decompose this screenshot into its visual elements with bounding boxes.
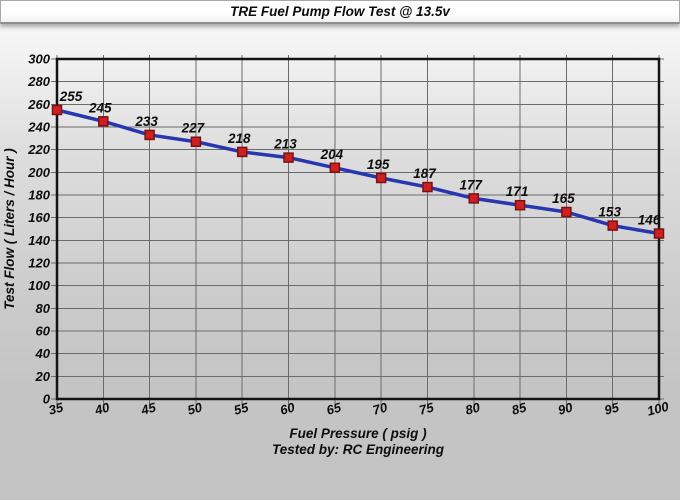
y-tick-label: 80: [36, 301, 51, 316]
y-tick-label: 300: [28, 52, 50, 67]
y-tick-label: 140: [28, 233, 50, 248]
data-point-label: 165: [552, 191, 575, 206]
data-point-label: 218: [227, 131, 251, 146]
data-point-label: 177: [460, 177, 484, 192]
footer-caption: Tested by: RC Engineering: [272, 442, 445, 457]
data-point: [422, 181, 433, 193]
data-point: [375, 172, 387, 184]
y-tick-label: 40: [35, 346, 51, 361]
data-point: [468, 193, 480, 204]
data-point: [144, 129, 155, 141]
data-point-label: 171: [506, 184, 529, 199]
y-tick-label: 240: [27, 120, 50, 135]
x-tick-label: 70: [371, 399, 390, 417]
data-point-label: 245: [88, 100, 112, 115]
x-tick-label: 75: [417, 399, 436, 417]
data-point-label: 187: [413, 166, 437, 181]
data-point-label: 213: [273, 137, 297, 152]
data-point: [561, 206, 572, 218]
y-tick-label: 60: [36, 324, 51, 339]
x-tick-label: 55: [232, 399, 251, 417]
y-tick-label: 100: [28, 278, 50, 293]
x-tick-label: 65: [325, 399, 344, 417]
data-point: [607, 220, 618, 231]
data-point-label: 233: [134, 114, 158, 129]
y-tick-label: 180: [28, 188, 50, 203]
y-tick-label: 200: [27, 165, 50, 180]
data-point: [236, 146, 248, 158]
plot-area: 0 20 40 60 80 100 120 140 160 180 200 220 240 260 280 3…: [2, 52, 671, 458]
x-tick-label: 45: [139, 399, 159, 418]
data-point: [514, 199, 526, 211]
y-tick-label: 160: [28, 210, 50, 225]
y-tick-label: 260: [27, 97, 50, 112]
data-point-label: 227: [181, 121, 206, 136]
x-tick-label: 85: [510, 399, 529, 417]
x-tick-label: 35: [47, 399, 66, 417]
x-tick-label: 100: [645, 398, 671, 418]
data-point: [329, 162, 341, 174]
data-point: [190, 136, 202, 147]
x-tick-label: 40: [92, 399, 112, 418]
data-point: [653, 228, 665, 239]
chart-title-bar: TRE Fuel Pump Flow Test @ 13.5v: [0, 0, 680, 24]
data-line: [56, 108, 660, 236]
x-tick-label: 60: [278, 399, 297, 417]
data-point: [51, 104, 63, 116]
data-point-label: 204: [320, 147, 344, 162]
y-tick-label: 120: [28, 256, 50, 271]
x-tick-label: 50: [186, 399, 205, 417]
x-tick-label: 80: [464, 399, 483, 417]
y-tick-label: 280: [27, 74, 50, 89]
plot-frame: [55, 57, 661, 401]
y-axis-title: Test Flow ( Liters / Hour ): [2, 148, 17, 310]
data-point: [283, 152, 294, 163]
y-tick-label: 220: [27, 142, 50, 157]
x-axis-title: Fuel Pressure ( psig ): [289, 426, 427, 441]
y-tick-label: 0: [43, 392, 51, 407]
data-point-label: 195: [367, 157, 390, 172]
data-point-label: 255: [59, 89, 83, 104]
data-point: [98, 116, 109, 127]
chart-title: TRE Fuel Pump Flow Test @ 13.5v: [230, 4, 450, 19]
y-tick-label: 20: [35, 369, 51, 384]
data-point-label: 153: [598, 205, 621, 220]
x-tick-label: 90: [556, 399, 575, 417]
data-point-label: 146: [638, 213, 661, 228]
x-tick-label: 95: [603, 399, 622, 417]
